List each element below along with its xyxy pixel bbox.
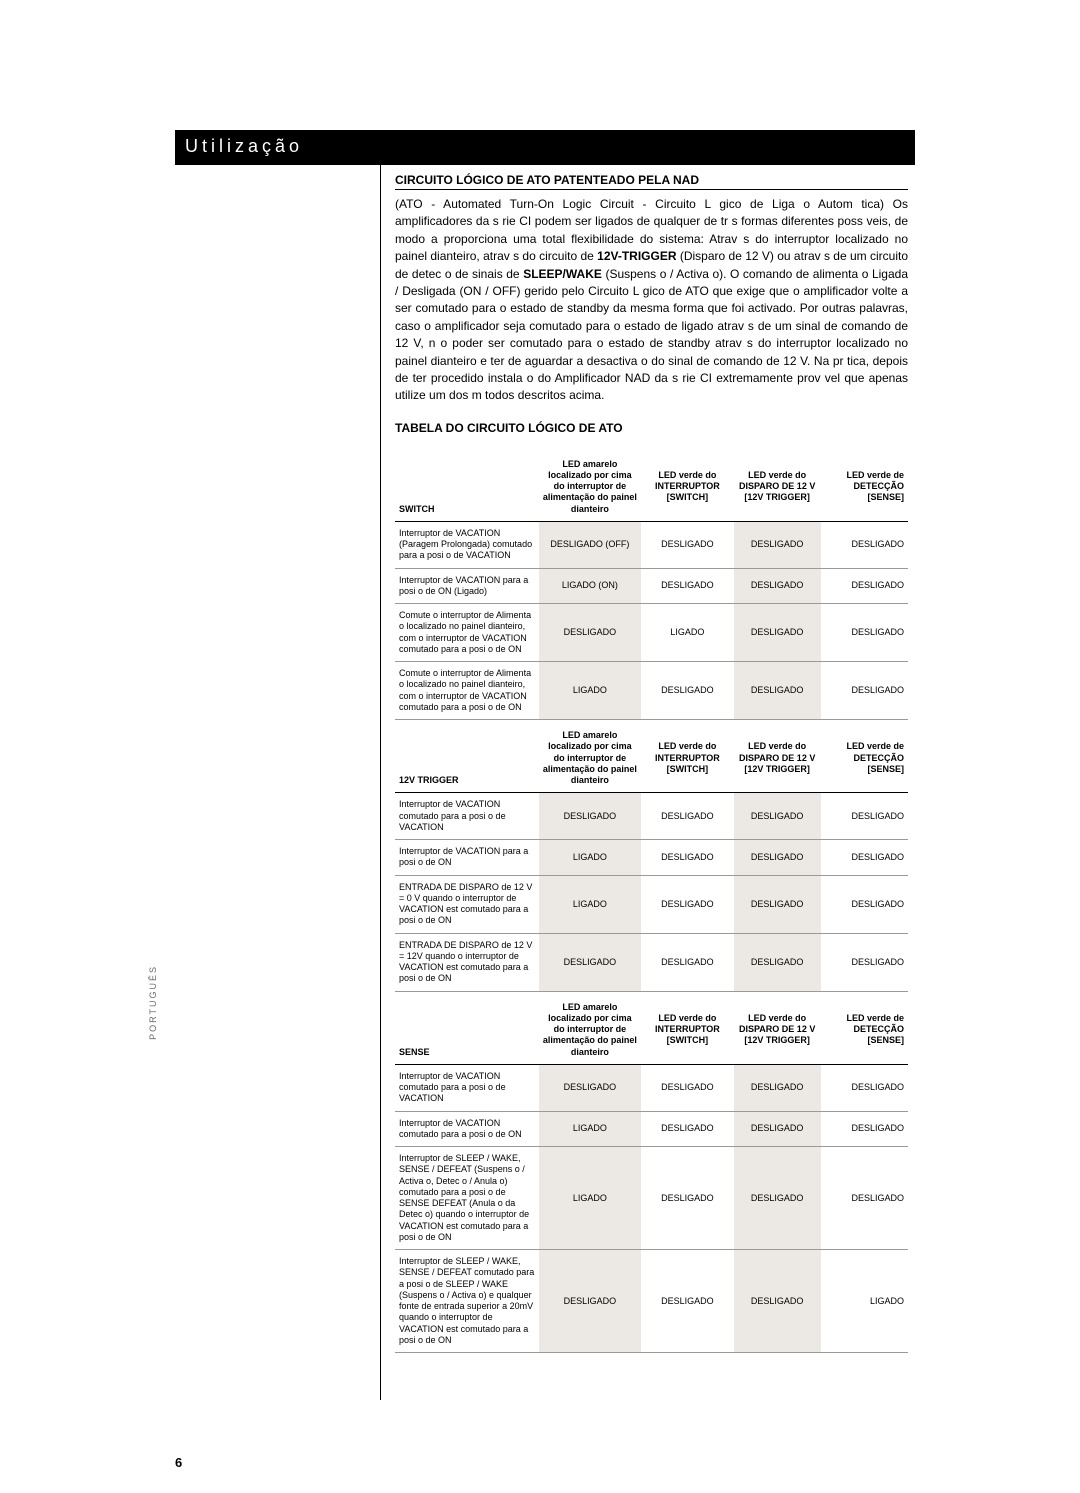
table-col-head: LED verde do DISPARO DE 12 V [12V TRIGGE…	[734, 991, 821, 1064]
table-col-head: LED amarelo localizado por cima do inter…	[539, 720, 642, 793]
table-col-head: LED amarelo localizado por cima do inter…	[539, 449, 642, 522]
table-col-head: LED verde do DISPARO DE 12 V [12V TRIGGE…	[734, 720, 821, 793]
table-cell: DESLIGADO	[734, 1147, 821, 1250]
logic-table: SWITCHLED amarelo localizado por cima do…	[395, 449, 908, 1354]
table-cell: DESLIGADO	[734, 521, 821, 568]
vertical-divider	[380, 160, 381, 1400]
table-cell: DESLIGADO	[641, 1064, 733, 1111]
table-cell: DESLIGADO	[821, 604, 908, 662]
table-cell: DESLIGADO	[641, 1111, 733, 1147]
table-cell: DESLIGADO	[641, 521, 733, 568]
page-container: Utilização	[175, 130, 915, 165]
table-cell: LIGADO	[539, 875, 642, 933]
table-cell: DESLIGADO	[821, 793, 908, 840]
section-heading-1: CIRCUITO LÓGICO DE ATO PATENTEADO PELA N…	[395, 173, 908, 190]
table-cell: DESLIGADO	[539, 1064, 642, 1111]
table-section-head: 12V TRIGGER	[395, 720, 539, 793]
table-cell: DESLIGADO	[734, 875, 821, 933]
table-cell: DESLIGADO (OFF)	[539, 521, 642, 568]
table-row-desc: Interruptor de VACATION (Paragem Prolong…	[395, 521, 539, 568]
table-row-desc: Comute o interruptor de Alimenta o local…	[395, 604, 539, 662]
table-cell: DESLIGADO	[821, 933, 908, 991]
language-tab: PORTUGUÊS	[148, 965, 166, 1040]
bold-12v: 12V-TRIGGER	[597, 249, 676, 263]
table-cell: DESLIGADO	[641, 933, 733, 991]
table-cell: DESLIGADO	[821, 1064, 908, 1111]
table-cell: DESLIGADO	[641, 568, 733, 604]
table-cell: DESLIGADO	[641, 1147, 733, 1250]
table-cell: LIGADO	[539, 1147, 642, 1250]
page-number: 6	[175, 1455, 182, 1470]
table-col-head: LED verde de DETECÇÃO [SENSE]	[821, 449, 908, 522]
table-cell: LIGADO	[539, 840, 642, 876]
table-row-desc: Interruptor de VACATION comutado para a …	[395, 1111, 539, 1147]
table-cell: LIGADO	[539, 662, 642, 720]
table-row-desc: Comute o interruptor de Alimenta o local…	[395, 662, 539, 720]
table-cell: LIGADO	[821, 1250, 908, 1353]
table-col-head: LED verde do INTERRUPTOR [SWITCH]	[641, 449, 733, 522]
table-cell: DESLIGADO	[539, 793, 642, 840]
table-cell: DESLIGADO	[734, 1250, 821, 1353]
table-row-desc: Interruptor de SLEEP / WAKE, SENSE / DEF…	[395, 1250, 539, 1353]
table-row-desc: ENTRADA DE DISPARO de 12 V = 12V quando …	[395, 933, 539, 991]
table-cell: DESLIGADO	[821, 875, 908, 933]
table-cell: DESLIGADO	[734, 604, 821, 662]
para-text-c: (Suspens o / Activa o). O comando de ali…	[395, 267, 908, 403]
table-heading: TABELA DO CIRCUITO LÓGICO DE ATO	[395, 421, 908, 435]
main-content: CIRCUITO LÓGICO DE ATO PATENTEADO PELA N…	[395, 173, 908, 1353]
table-cell: DESLIGADO	[641, 875, 733, 933]
table-cell: LIGADO (ON)	[539, 568, 642, 604]
table-cell: DESLIGADO	[821, 1147, 908, 1250]
table-cell: DESLIGADO	[641, 662, 733, 720]
table-cell: DESLIGADO	[821, 840, 908, 876]
table-row-desc: Interruptor de VACATION para a posi o de…	[395, 840, 539, 876]
table-col-head: LED verde do DISPARO DE 12 V [12V TRIGGE…	[734, 449, 821, 522]
paragraph-1: (ATO - Automated Turn-On Logic Circuit -…	[395, 196, 908, 405]
table-row-desc: Interruptor de VACATION para a posi o de…	[395, 568, 539, 604]
table-col-head: LED verde de DETECÇÃO [SENSE]	[821, 991, 908, 1064]
table-cell: DESLIGADO	[734, 1111, 821, 1147]
table-cell: DESLIGADO	[539, 1250, 642, 1353]
table-col-head: LED verde do INTERRUPTOR [SWITCH]	[641, 991, 733, 1064]
table-section-head: SWITCH	[395, 449, 539, 522]
table-cell: DESLIGADO	[734, 933, 821, 991]
table-cell: DESLIGADO	[539, 933, 642, 991]
title-bar: Utilização	[175, 130, 915, 165]
table-cell: DESLIGADO	[641, 793, 733, 840]
table-cell: DESLIGADO	[821, 1111, 908, 1147]
table-col-head: LED amarelo localizado por cima do inter…	[539, 991, 642, 1064]
table-cell: DESLIGADO	[821, 521, 908, 568]
table-cell: DESLIGADO	[821, 568, 908, 604]
table-row-desc: ENTRADA DE DISPARO de 12 V = 0 V quando …	[395, 875, 539, 933]
table-cell: DESLIGADO	[821, 662, 908, 720]
bold-sleepwake: SLEEP/WAKE	[523, 267, 602, 281]
table-cell: LIGADO	[641, 604, 733, 662]
table-col-head: LED verde de DETECÇÃO [SENSE]	[821, 720, 908, 793]
table-row-desc: Interruptor de VACATION comutado para a …	[395, 1064, 539, 1111]
table-row-desc: Interruptor de VACATION comutado para a …	[395, 793, 539, 840]
table-col-head: LED verde do INTERRUPTOR [SWITCH]	[641, 720, 733, 793]
table-section-head: SENSE	[395, 991, 539, 1064]
table-cell: DESLIGADO	[734, 840, 821, 876]
table-cell: DESLIGADO	[539, 604, 642, 662]
table-cell: DESLIGADO	[641, 840, 733, 876]
table-row-desc: Interruptor de SLEEP / WAKE, SENSE / DEF…	[395, 1147, 539, 1250]
table-cell: DESLIGADO	[734, 568, 821, 604]
table-cell: DESLIGADO	[734, 793, 821, 840]
table-cell: DESLIGADO	[734, 1064, 821, 1111]
table-cell: DESLIGADO	[641, 1250, 733, 1353]
table-cell: DESLIGADO	[734, 662, 821, 720]
table-cell: LIGADO	[539, 1111, 642, 1147]
